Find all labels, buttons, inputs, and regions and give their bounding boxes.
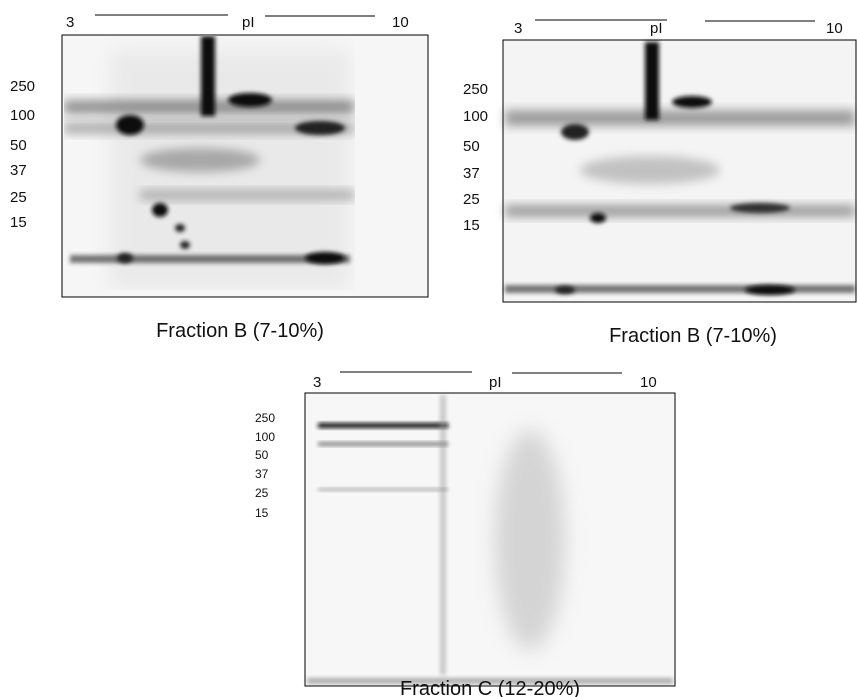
mw-label: 250	[463, 81, 488, 98]
pi-label: pI	[489, 374, 502, 391]
gel-image	[502, 39, 857, 303]
mw-label: 37	[463, 165, 480, 182]
gel-image	[61, 34, 429, 298]
mw-label: 15	[10, 214, 27, 231]
mw-label: 100	[255, 430, 275, 444]
pi-start: 3	[514, 20, 522, 37]
mw-label: 250	[10, 78, 35, 95]
mw-label: 50	[10, 137, 27, 154]
mw-label: 250	[255, 411, 275, 425]
mw-label: 15	[463, 217, 480, 234]
pi-end: 10	[826, 20, 843, 37]
caption: Fraction C (12-20%)	[400, 678, 580, 697]
caption: Fraction B (7-10%)	[609, 325, 777, 347]
mw-label: 25	[255, 486, 269, 500]
pi-end: 10	[640, 374, 657, 391]
pi-label: pI	[650, 20, 663, 37]
panel: 3 pI 10 250 100 50 37 25 15 Fraction B (…	[10, 14, 429, 342]
mw-label: 100	[463, 108, 488, 125]
mw-label: 37	[10, 162, 27, 179]
pi-start: 3	[313, 374, 321, 391]
mw-label: 25	[10, 189, 27, 206]
mw-label: 37	[255, 467, 269, 481]
mw-label: 15	[255, 506, 269, 520]
caption: Fraction B (7-10%)	[156, 320, 324, 342]
panel: 3 pI 10 250 100 50 37 25 15 Fraction C (…	[255, 371, 676, 697]
pi-end: 10	[392, 14, 409, 31]
pi-label: pI	[242, 14, 255, 31]
pi-start: 3	[66, 14, 74, 31]
mw-label: 25	[463, 191, 480, 208]
mw-label: 100	[10, 107, 35, 124]
panel: 3 pI 10 250 100 50 37 25 15 Fraction B (…	[463, 19, 857, 347]
gel-image	[304, 392, 676, 687]
mw-label: 50	[255, 448, 269, 462]
mw-label: 50	[463, 138, 480, 155]
